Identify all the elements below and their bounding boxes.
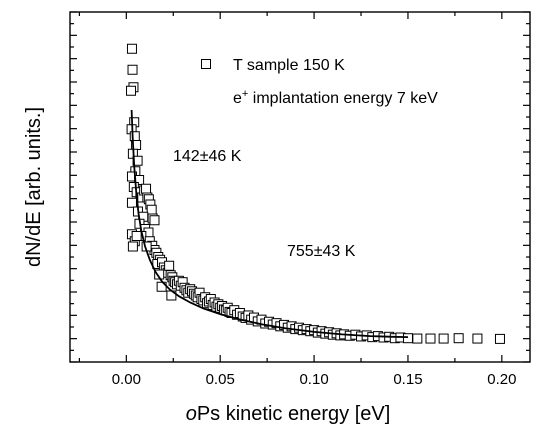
data-point (154, 269, 165, 280)
x-tick-label: 0.15 (393, 371, 422, 388)
data-point (141, 183, 152, 194)
fit-curve (130, 109, 409, 338)
data-point (425, 333, 436, 344)
x-tick-label: 0.20 (487, 371, 516, 388)
data-point (127, 64, 138, 75)
data-point (472, 333, 483, 344)
legend-marker (201, 59, 211, 69)
data-point (146, 204, 157, 215)
y-axis-title: dN/dE [arb. units.] (23, 107, 45, 267)
data-point (438, 333, 449, 344)
data-point (412, 333, 423, 344)
x-axis-ticks (78, 12, 503, 362)
data-point (164, 260, 175, 271)
legend: T sample 150 K (201, 57, 345, 74)
x-axis-tick-labels: 0.00 0.05 0.10 0.15 0.20 (112, 371, 517, 388)
data-point (494, 333, 505, 344)
data-point (127, 241, 138, 252)
x-tick-label: 0.00 (112, 371, 141, 388)
data-point (402, 333, 413, 344)
data-point (126, 85, 137, 96)
data-point (131, 231, 142, 241)
fit-curve-group (130, 109, 409, 338)
x-tick-label: 0.05 (206, 371, 235, 388)
data-point (149, 215, 160, 226)
y-axis-ticks (70, 11, 530, 363)
data-point (126, 43, 137, 54)
temperature-label-2: 755±43 K (287, 243, 356, 260)
data-point (126, 197, 137, 208)
data-point (453, 333, 464, 344)
temperature-label-1: 142±46 K (173, 148, 242, 165)
data-markers (126, 43, 505, 344)
legend-label: T sample 150 K (233, 57, 345, 74)
x-axis-title: oPs kinetic energy [eV] (186, 403, 391, 425)
implantation-energy-label: e+ implantation energy 7 keV (233, 88, 438, 107)
x-tick-label: 0.10 (299, 371, 328, 388)
